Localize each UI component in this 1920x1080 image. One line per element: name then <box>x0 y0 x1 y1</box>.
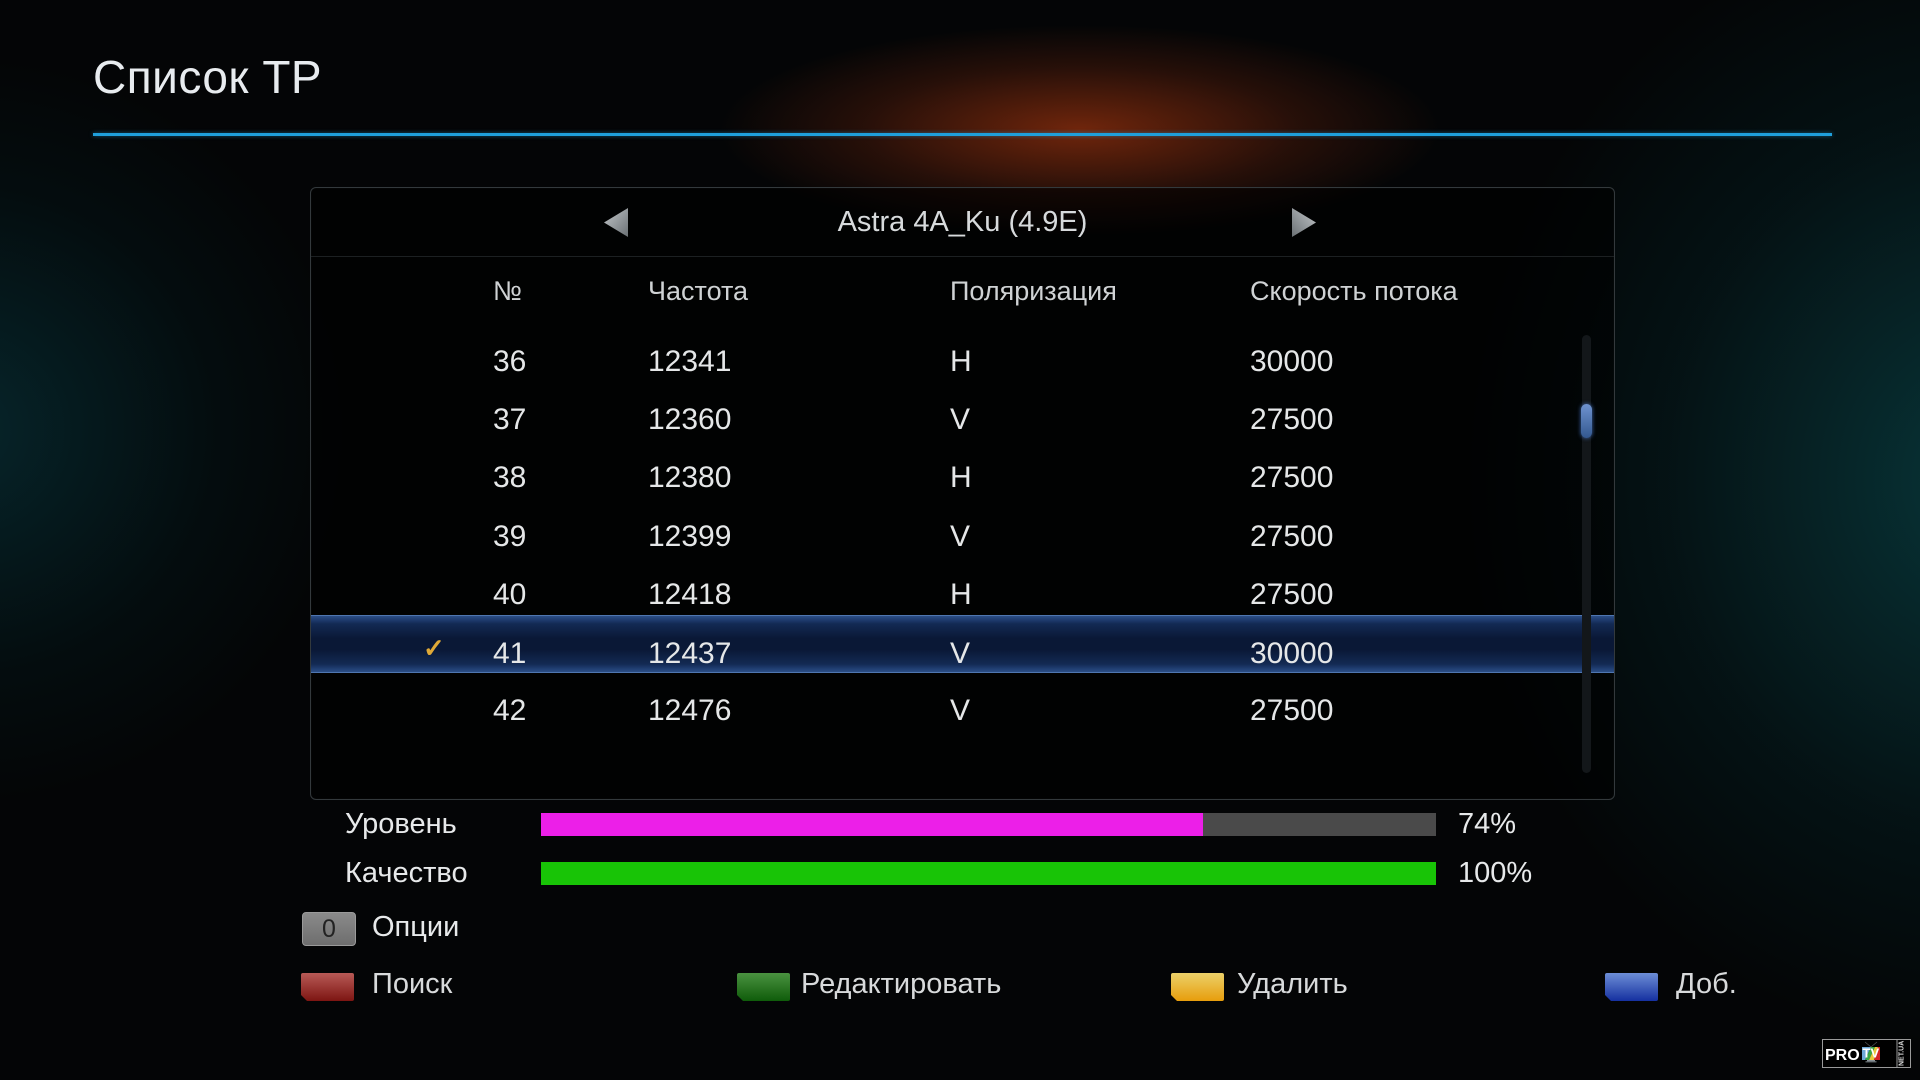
svg-text:TV: TV <box>1863 1046 1880 1061</box>
svg-text:NET.UA: NET.UA <box>1899 1041 1906 1066</box>
svg-text:PRO: PRO <box>1825 1047 1860 1064</box>
